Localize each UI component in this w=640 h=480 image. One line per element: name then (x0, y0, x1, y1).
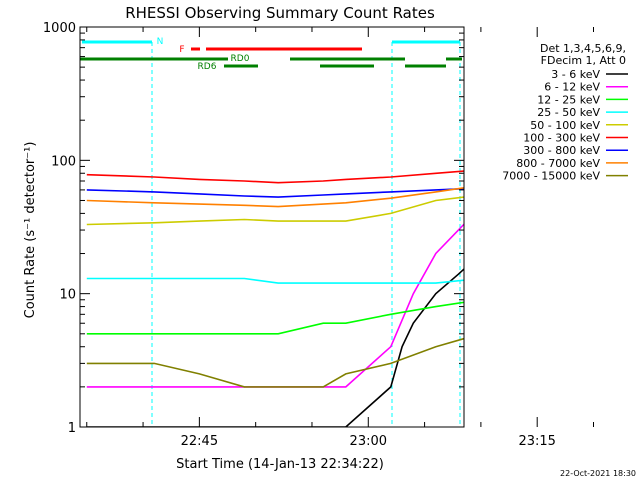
series-line-3 (86, 277, 464, 284)
series-line-0 (86, 267, 464, 427)
legend-entry-label: 300 - 800 keV (523, 144, 600, 157)
flag-n-label: N (157, 37, 164, 47)
y-tick-label: 100 (51, 154, 76, 169)
series-line-1 (86, 223, 464, 388)
x-tick-label: 23:00 (350, 434, 387, 449)
series-line-8 (86, 337, 464, 388)
x-axis-label: Start Time (14-Jan-13 22:34:22) (176, 457, 384, 472)
y-tick-label: 10 (59, 288, 76, 303)
footer-date: 22-Oct-2021 18:30 (560, 469, 636, 478)
flags-layer: N F RD0 RD6 (80, 37, 462, 427)
x-tick-label: 23:15 (518, 434, 555, 449)
x-tick-label: 22:45 (181, 434, 218, 449)
y-tick-label: 1 (68, 421, 76, 436)
flag-rd0-label: RD0 (231, 54, 250, 64)
series-line-4 (86, 196, 464, 226)
legend-entry-label: 7000 - 15000 keV (502, 170, 600, 183)
flag-rd6-label: RD6 (198, 62, 217, 72)
legend-entry-label: 6 - 12 keV (544, 81, 600, 94)
y-tick-label: 1000 (43, 21, 76, 36)
legend-entry-label: 800 - 7000 keV (516, 157, 600, 170)
series-line-2 (86, 301, 464, 335)
flag-f-label: F (179, 45, 184, 55)
legend-entry-label: 50 - 100 keV (530, 119, 600, 132)
plot-frame (79, 26, 465, 428)
series-line-6 (86, 187, 464, 198)
legend-entry-label: 12 - 25 keV (537, 93, 600, 106)
series-line-7 (86, 186, 464, 208)
series-line-5 (86, 170, 464, 184)
series-layer (86, 170, 464, 427)
legend-entry-label: 25 - 50 keV (537, 106, 600, 119)
chart-title: RHESSI Observing Summary Count Rates (125, 4, 435, 22)
legend-entry-label: 3 - 6 keV (551, 68, 600, 81)
legend-header-line: FDecim 1, Att 0 (541, 54, 626, 67)
legend: Det 1,3,4,5,6,9,FDecim 1, Att 03 - 6 keV… (502, 42, 628, 183)
y-axis-label: Count Rate (s⁻¹ detector⁻¹) (23, 142, 38, 319)
legend-header-line: Det 1,3,4,5,6,9, (540, 42, 626, 55)
legend-entry-label: 100 - 300 keV (523, 132, 600, 145)
